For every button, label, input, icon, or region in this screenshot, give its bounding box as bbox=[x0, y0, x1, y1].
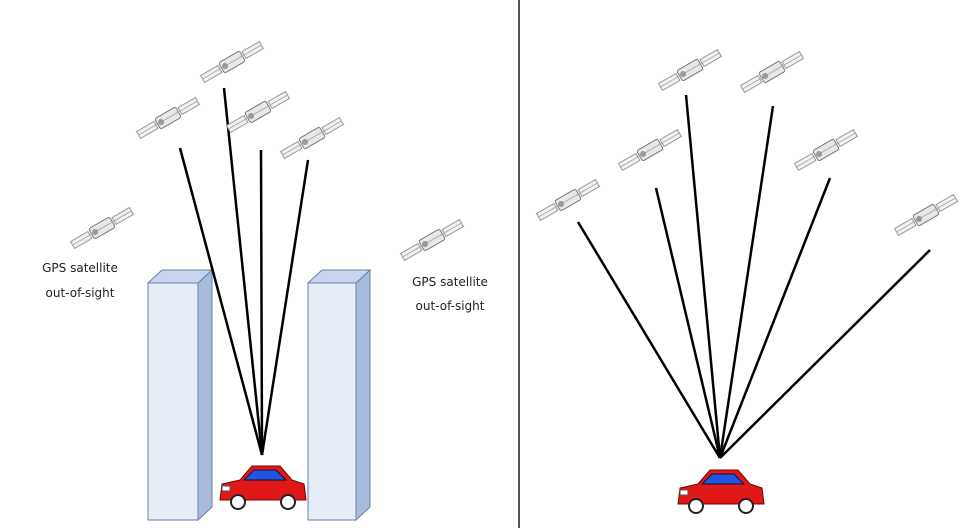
label: out-of-sight bbox=[46, 286, 115, 300]
signal-lines bbox=[576, 94, 931, 459]
signal-lines bbox=[178, 87, 310, 456]
building bbox=[146, 268, 214, 522]
label: GPS satellite bbox=[42, 261, 118, 275]
satellites bbox=[69, 39, 465, 263]
label: GPS satellite bbox=[412, 275, 488, 289]
satellites bbox=[535, 47, 959, 238]
car bbox=[677, 469, 765, 514]
building bbox=[306, 268, 372, 522]
car bbox=[219, 465, 307, 510]
label: out-of-sight bbox=[416, 299, 485, 313]
